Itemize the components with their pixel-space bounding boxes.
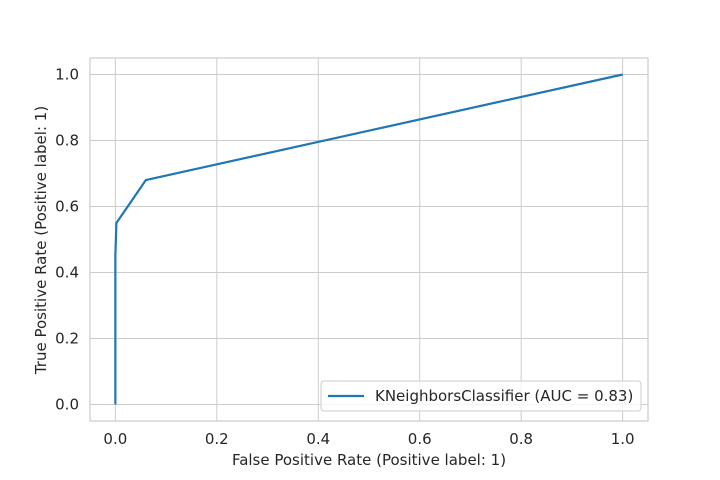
x-axis-label: False Positive Rate (Positive label: 1): [232, 451, 506, 469]
x-tick-labels: 0.0 0.2 0.4 0.6 0.8 1.0: [103, 430, 634, 448]
y-axis-label: True Positive Rate (Positive label: 1): [32, 106, 50, 375]
y-tick-labels: 0.0 0.2 0.4 0.6 0.8 1.0: [55, 66, 79, 414]
y-tick-label: 0.0: [55, 396, 79, 414]
y-tick-label: 0.4: [55, 264, 79, 282]
y-tick-label: 0.8: [55, 132, 79, 150]
plot-area: [90, 58, 648, 421]
legend: KNeighborsClassifier (AUC = 0.83): [320, 380, 642, 412]
x-tick-label: 0.8: [509, 430, 533, 448]
roc-curve-line: [114, 73, 623, 405]
y-tick-label: 1.0: [55, 66, 79, 84]
series-layer: [114, 73, 623, 405]
x-tick-label: 1.0: [611, 430, 635, 448]
grid-lines: [90, 58, 648, 421]
legend-box: [320, 380, 642, 412]
y-tick-label: 0.2: [55, 330, 79, 348]
legend-label: KNeighborsClassifier (AUC = 0.83): [375, 387, 633, 405]
x-tick-label: 0.2: [205, 430, 229, 448]
y-tick-label: 0.6: [55, 198, 79, 216]
x-tick-label: 0.4: [306, 430, 330, 448]
x-tick-label: 0.0: [103, 430, 127, 448]
plot-frame: [89, 57, 649, 422]
x-tick-label: 0.6: [408, 430, 432, 448]
